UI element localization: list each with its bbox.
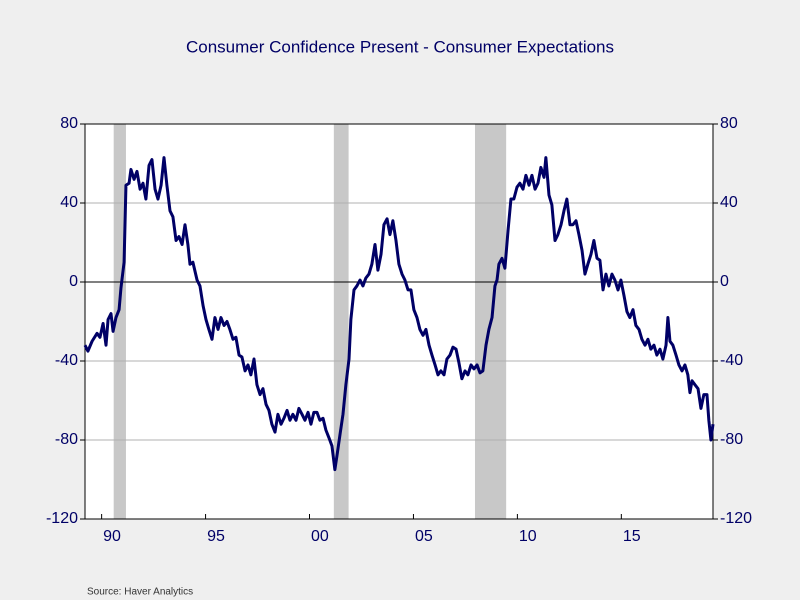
y-tick-label: -80 — [55, 431, 78, 448]
plot-frame — [84, 123, 714, 520]
x-tick-label: 10 — [519, 528, 537, 545]
y-tick-label: 40 — [60, 194, 78, 211]
recession-band — [113, 124, 126, 519]
chart-title: Consumer Confidence Present - Consumer E… — [186, 37, 614, 56]
x-tick-label: 15 — [623, 528, 641, 545]
x-tick-label: 00 — [311, 528, 329, 545]
y-tick-label: -40 — [55, 352, 78, 369]
y-tick-label: 80 — [60, 115, 78, 132]
y2-tick-label: 80 — [720, 115, 738, 132]
x-tick-label: 05 — [415, 528, 433, 545]
plot-area — [85, 124, 713, 519]
y2-tick-label: 40 — [720, 194, 738, 211]
y2-tick-label: -40 — [720, 352, 743, 369]
series-line — [83, 156, 715, 472]
y-tick-label: -120 — [46, 510, 78, 527]
x-tick-label: 95 — [207, 528, 225, 545]
x-tick-label: 90 — [103, 528, 121, 545]
recession-band — [333, 124, 349, 519]
y2-tick-label: -120 — [720, 510, 752, 527]
y-tick-label: 0 — [69, 273, 78, 290]
y2-tick-label: 0 — [720, 273, 729, 290]
source-note: Source: Haver Analytics — [87, 587, 193, 598]
y2-tick-label: -80 — [720, 431, 743, 448]
